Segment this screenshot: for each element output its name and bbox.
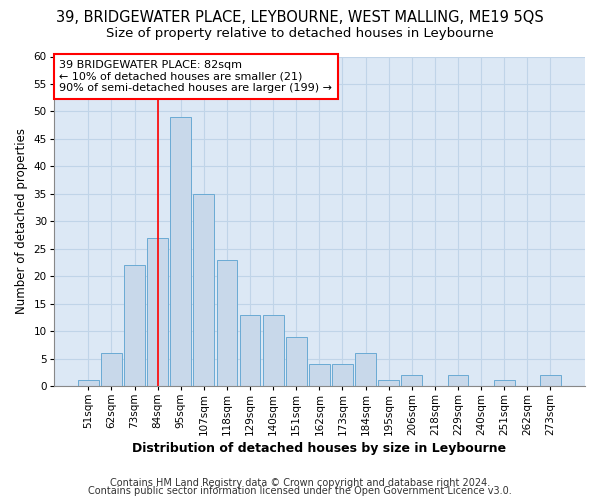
Bar [263, 314, 284, 386]
Bar [540, 375, 561, 386]
Bar [147, 238, 168, 386]
X-axis label: Distribution of detached houses by size in Leybourne: Distribution of detached houses by size … [133, 442, 506, 455]
Bar [286, 336, 307, 386]
Text: Contains public sector information licensed under the Open Government Licence v3: Contains public sector information licen… [88, 486, 512, 496]
Bar [217, 260, 238, 386]
Bar [78, 380, 98, 386]
Bar [355, 353, 376, 386]
Bar [309, 364, 330, 386]
Text: Contains HM Land Registry data © Crown copyright and database right 2024.: Contains HM Land Registry data © Crown c… [110, 478, 490, 488]
Text: Size of property relative to detached houses in Leybourne: Size of property relative to detached ho… [106, 28, 494, 40]
Y-axis label: Number of detached properties: Number of detached properties [15, 128, 28, 314]
Bar [494, 380, 515, 386]
Text: 39 BRIDGEWATER PLACE: 82sqm
← 10% of detached houses are smaller (21)
90% of sem: 39 BRIDGEWATER PLACE: 82sqm ← 10% of det… [59, 60, 332, 93]
Bar [101, 353, 122, 386]
Bar [239, 314, 260, 386]
Bar [124, 265, 145, 386]
Bar [379, 380, 399, 386]
Bar [401, 375, 422, 386]
Bar [170, 117, 191, 386]
Bar [332, 364, 353, 386]
Text: 39, BRIDGEWATER PLACE, LEYBOURNE, WEST MALLING, ME19 5QS: 39, BRIDGEWATER PLACE, LEYBOURNE, WEST M… [56, 10, 544, 25]
Bar [193, 194, 214, 386]
Bar [448, 375, 469, 386]
